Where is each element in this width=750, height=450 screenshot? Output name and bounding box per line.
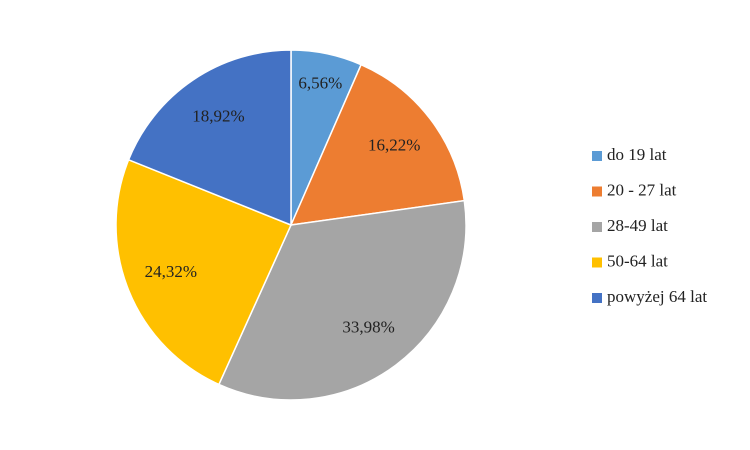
pie-slice: [127, 49, 292, 227]
legend-label: do 19 lat: [607, 145, 667, 164]
legend-label: powyżej 64 lat: [607, 287, 707, 306]
pie-slice: [115, 158, 293, 386]
pie-slice: [289, 63, 466, 226]
legend-label: 50-64 lat: [607, 251, 668, 270]
data-label: 6,56%: [298, 73, 342, 92]
legend-swatch: [592, 222, 602, 232]
legend-swatch: [592, 257, 602, 268]
legend-swatch: [592, 186, 602, 197]
data-label: 18,92%: [192, 107, 244, 126]
pie-slice: [217, 199, 467, 401]
legend-swatch: [592, 293, 602, 303]
legend-label: 28-49 lat: [607, 216, 668, 235]
legend-swatch: [592, 151, 602, 161]
data-label: 16,22%: [368, 136, 420, 155]
data-label: 24,32%: [145, 262, 197, 281]
data-label: 33,98%: [342, 318, 394, 337]
legend-label: 20 - 27 lat: [607, 180, 677, 199]
